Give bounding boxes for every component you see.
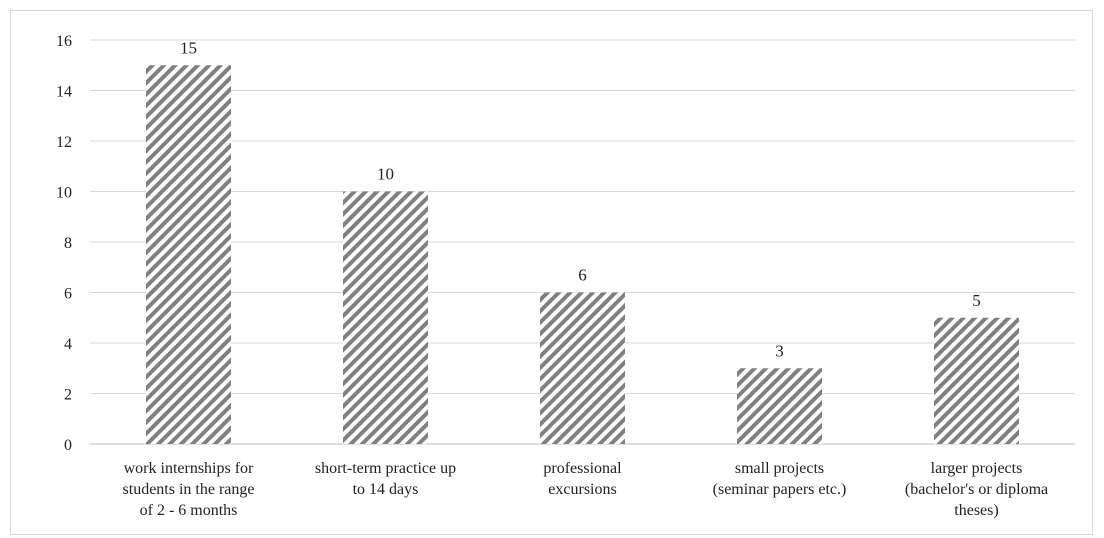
y-tick-label: 8 [64,235,72,252]
y-tick-label: 12 [56,134,72,151]
x-tick-label: professional excursions [543,460,622,498]
x-tick-label: small projects (seminar papers etc.) [713,460,847,498]
data-label: 5 [972,291,981,310]
y-tick-label: 0 [64,437,72,454]
y-tick-label: 16 [56,33,72,50]
x-tick-label: work internships for students in the rang… [123,460,255,519]
x-tick-label: larger projects (bachelor's or diploma the… [905,460,1048,519]
bar [146,65,231,444]
bar [343,191,428,444]
y-tick-label: 6 [64,286,72,303]
x-tick-label: short-term practice up to 14 days [315,460,456,498]
data-label: 15 [180,38,197,57]
bar [540,292,625,444]
y-tick-label: 2 [64,387,72,404]
y-tick-label: 4 [64,336,72,353]
data-label: 6 [578,266,587,285]
bar [934,317,1019,444]
bar [737,368,822,444]
y-tick-label: 10 [56,185,72,202]
data-label: 10 [377,165,394,184]
y-tick-label: 14 [56,84,72,101]
data-label: 3 [775,341,784,360]
